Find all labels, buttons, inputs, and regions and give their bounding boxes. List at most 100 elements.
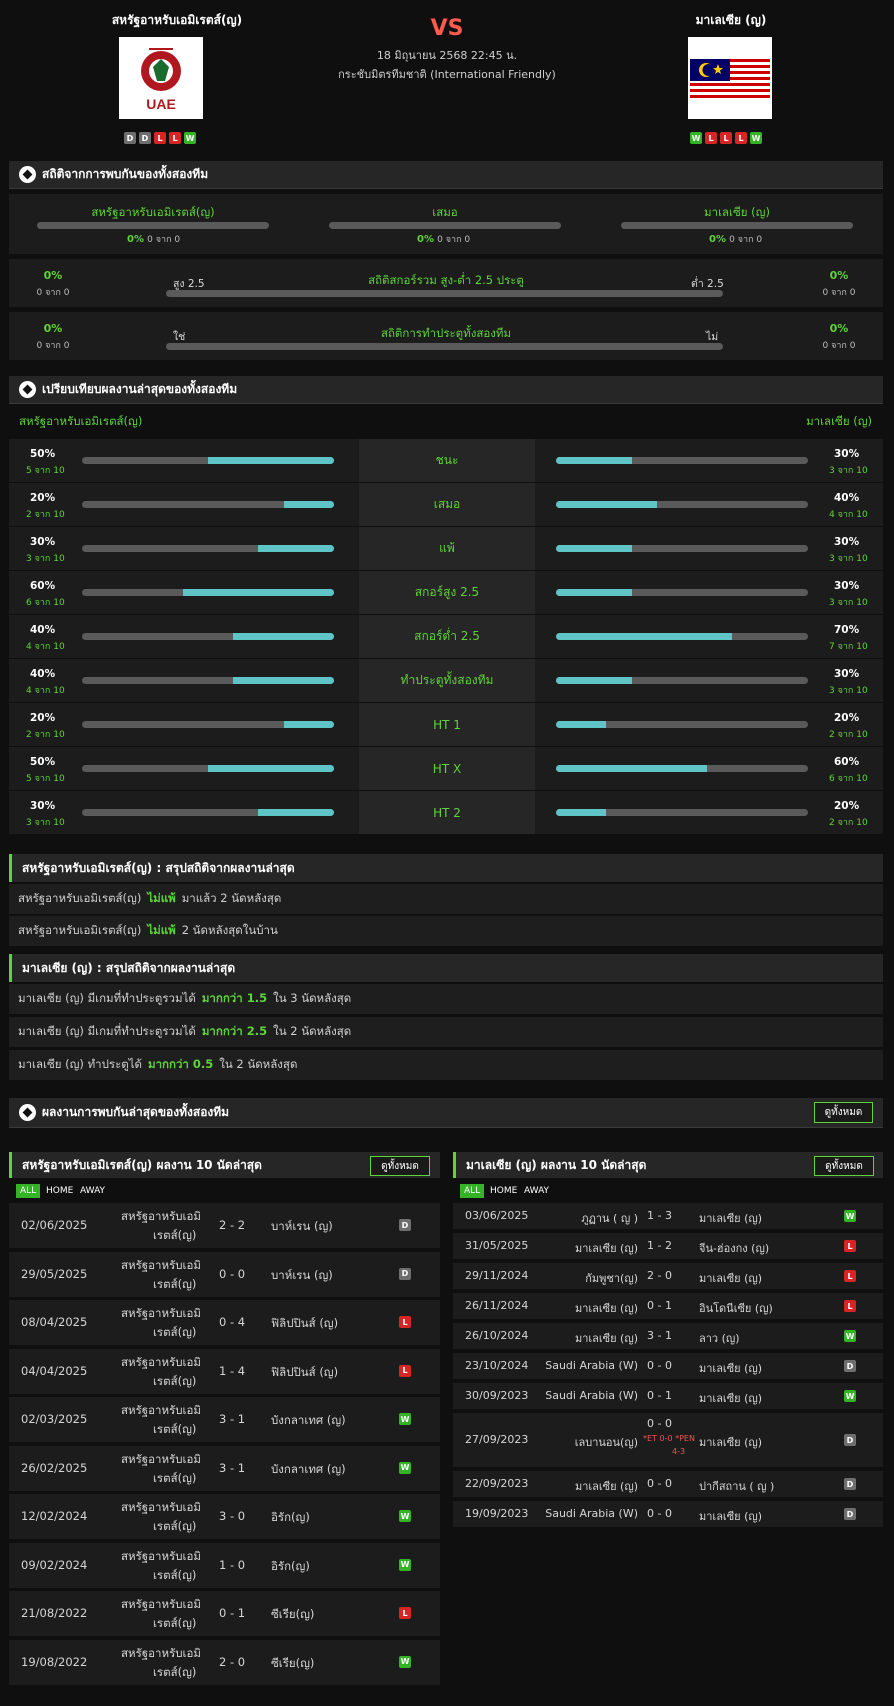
match-home-team: สหรัฐอาหรับเอมิ xyxy=(121,1403,201,1417)
compare-row: 60% 6 จาก 10 สกอร์สูง 2.5 30% 3 จาก 10 xyxy=(9,571,883,614)
compare-row: 20% 2 จาก 10 HT 1 20% 2 จาก 10 xyxy=(9,703,883,746)
match-home-team: Saudi Arabia (W) xyxy=(545,1507,638,1520)
compare-row: 50% 5 จาก 10 ชนะ 30% 3 จาก 10 xyxy=(9,439,883,482)
compare-home-pct: 20% xyxy=(30,712,56,724)
home-tab-all[interactable]: ALL xyxy=(16,1184,41,1198)
compare-row: 30% 3 จาก 10 แพ้ 30% 3 จาก 10 xyxy=(9,527,883,570)
home-match-row[interactable]: 02/06/2025 สหรัฐอาหรับเอมิ เรตส์(ญ) 2 - 2 บา… xyxy=(9,1203,440,1248)
match-date: 03/06/2025 xyxy=(465,1209,529,1222)
match-home-team-cont: เรตส์(ญ) xyxy=(153,1470,197,1485)
match-home-team: Saudi Arabia (W) xyxy=(545,1389,638,1402)
h2h-home-count: 0 จาก 0 xyxy=(147,235,181,245)
home-match-row[interactable]: 04/04/2025 สหรัฐอาหรับเอมิ เรตส์(ญ) 1 - 4 ฟิ… xyxy=(9,1348,440,1394)
h2h-home-bar xyxy=(37,222,269,229)
btts-title: สถิติการทำประตูทั้งสองทีม xyxy=(380,326,512,340)
compare-home-fill xyxy=(283,721,334,728)
match-home-team-cont: เรตส์(ญ) xyxy=(153,1616,197,1630)
compare-away-bar xyxy=(556,633,808,640)
away-tab-away[interactable]: AWAY xyxy=(524,1186,550,1196)
compare-home-pct: 30% xyxy=(30,800,56,812)
compare-away-bar xyxy=(556,589,808,596)
compare-home-fill xyxy=(182,589,334,596)
compare-label: HT X xyxy=(359,747,535,790)
away-match-row[interactable]: 26/10/2024 มาเลเซีย (ญ) 3 - 1 ลาว (ญ) W xyxy=(453,1323,883,1349)
match-note: 4-3 xyxy=(672,1447,686,1456)
away-last10-header: มาเลเซีย (ญ) ผลงาน 10 นัดล่าสุด xyxy=(453,1152,883,1178)
compare-away-fill xyxy=(556,545,632,552)
compare-away-fill xyxy=(556,589,632,596)
compare-away-pct: 40% xyxy=(834,492,860,504)
result-badge: D xyxy=(844,1434,856,1446)
home-match-row[interactable]: 26/02/2025 สหรัฐอาหรับเอมิ เรตส์(ญ) 3 - 1 บั… xyxy=(9,1445,440,1491)
away_summary-text-c: ใน 2 นัดหลังสุด xyxy=(219,1057,298,1071)
away-match-row[interactable]: 27/09/2023 เลบานอน(ญ) 0 - 0 *ET 0-0 *PEN 4-3… xyxy=(453,1413,883,1467)
compare-home-bar xyxy=(82,589,334,596)
compare-home-pct: 40% xyxy=(30,624,56,636)
match-away-team: มาเลเซีย (ญ) xyxy=(699,1212,763,1225)
away-tab-home[interactable]: HOME xyxy=(490,1186,518,1196)
away-match-row[interactable]: 19/09/2023 Saudi Arabia (W) 0 - 0 มาเลเซีย … xyxy=(453,1501,883,1527)
home-tab-away[interactable]: AWAY xyxy=(80,1186,106,1196)
ou-left-count: 0 จาก 0 xyxy=(36,288,70,298)
away-match-row[interactable]: 26/11/2024 มาเลเซีย (ญ) 0 - 1 อินโดนีเซีย (… xyxy=(453,1293,883,1319)
home_summary-text-c: มาแล้ว 2 นัดหลังสุด xyxy=(181,891,282,905)
compare-home-fill xyxy=(258,809,334,816)
match-opponent: บังกลาเทศ (ญ) xyxy=(271,1461,346,1476)
match-date: 27/09/2023 xyxy=(465,1433,529,1446)
result-badge: L xyxy=(844,1300,856,1312)
home-tab-home[interactable]: HOME xyxy=(46,1186,74,1196)
compare-away-count: 3 จาก 10 xyxy=(829,686,868,696)
compare-home-bar xyxy=(82,721,334,728)
away-last10-view-all-button[interactable]: ดูทั้งหมด xyxy=(814,1156,874,1176)
compare-home-count: 5 จาก 10 xyxy=(26,466,65,476)
h2h-view-all-button[interactable]: ดูทั้งหมด xyxy=(814,1102,873,1123)
away-summary-title: มาเลเซีย (ญ) : สรุปสถิติจากผลงานล่าสุด xyxy=(22,960,236,975)
h2h-away-pct: 0% xyxy=(709,234,726,245)
match-home-team-cont: เรตส์(ญ) xyxy=(153,1373,197,1388)
away-match-row[interactable]: 22/09/2023 มาเลเซีย (ญ) 0 - 0 ปากีสถาน ( ญ … xyxy=(453,1471,883,1497)
home-match-row[interactable]: 21/08/2022 สหรัฐอาหรับเอมิ เรตส์(ญ) 0 - 1 ซี… xyxy=(9,1591,440,1636)
home-logo-text: UAE xyxy=(146,96,176,112)
ou-title: สถิติสกอร์รวม สูง-ต่ำ 2.5 ประตู xyxy=(368,273,524,287)
compare-away-bar xyxy=(556,501,808,508)
compare-home-count: 3 จาก 10 xyxy=(26,818,65,828)
away-tab-all[interactable]: ALL xyxy=(460,1184,485,1198)
match-score: 2 - 2 xyxy=(219,1218,246,1232)
result-badge: L xyxy=(399,1364,411,1377)
home-team-name: สหรัฐอาหรับเอมิเรตส์(ญ) xyxy=(111,13,243,27)
away-match-row[interactable]: 03/06/2025 ภูฏาน ( ญ ) 1 - 3 มาเลเซีย (ญ) W xyxy=(453,1203,883,1229)
away_summary-row: มาเลเซีย (ญ) มีเกมที่ทำประตูรวมได้ มากกว่… xyxy=(9,1017,883,1047)
compare-home-count: 2 จาก 10 xyxy=(26,730,65,740)
home-match-row[interactable]: 19/08/2022 สหรัฐอาหรับเอมิ เรตส์(ญ) 2 - 0 ซี… xyxy=(9,1639,440,1685)
compare-label: เสมอ xyxy=(359,483,535,526)
away_summary-highlight: มากกว่า 2.5 xyxy=(201,1024,268,1038)
match-home-team: สหรัฐอาหรับเอมิ xyxy=(121,1597,201,1611)
compare-away-bar xyxy=(556,545,808,552)
match-home-team: มาเลเซีย (ญ) xyxy=(574,1332,638,1345)
match-score: 0 - 0 xyxy=(647,1477,672,1490)
ou-right-pct: 0% xyxy=(829,269,849,282)
home-last10-view-all-button[interactable]: ดูทั้งหมด xyxy=(370,1156,430,1176)
compare-away-pct: 20% xyxy=(834,712,860,724)
home-match-row[interactable]: 09/02/2024 สหรัฐอาหรับเอมิ เรตส์(ญ) 1 - 0 อิ… xyxy=(9,1542,440,1588)
match-home-team: สหรัฐอาหรับเอมิ xyxy=(121,1209,201,1223)
away-match-row[interactable]: 29/11/2024 กัมพูชา(ญ) 2 - 0 มาเลเซีย (ญ) L xyxy=(453,1263,883,1289)
match-opponent: บาห์เรน (ญ) xyxy=(271,1267,333,1282)
home_summary-highlight: ไม่แพ้ xyxy=(147,923,176,937)
home-match-row[interactable]: 29/05/2025 สหรัฐอาหรับเอมิ เรตส์(ญ) 0 - 0 บา… xyxy=(9,1251,440,1297)
home-match-row[interactable]: 12/02/2024 สหรัฐอาหรับเอมิ เรตส์(ญ) 3 - 0 อิ… xyxy=(9,1494,440,1539)
home-match-row[interactable]: 02/03/2025 สหรัฐอาหรับเอมิ เรตส์(ญ) 3 - 1 บั… xyxy=(9,1397,440,1442)
over-under-panel: 0% 0 จาก 0 สูง 2.5 สถิติสกอร์รวม สูง-ต่ำ… xyxy=(9,259,883,307)
match-date: 29/05/2025 xyxy=(21,1266,88,1281)
home-match-row[interactable]: 08/04/2025 สหรัฐอาหรับเอมิ เรตส์(ญ) 0 - 4 ฟิ… xyxy=(9,1300,440,1345)
away-match-row[interactable]: 30/09/2023 Saudi Arabia (W) 0 - 1 มาเลเซีย … xyxy=(453,1383,883,1409)
h2h-home-pct: 0% xyxy=(127,234,144,245)
match-home-team: เลบานอน(ญ) xyxy=(574,1436,638,1449)
compare-away-count: 6 จาก 10 xyxy=(829,774,868,784)
match-opponent: ซีเรีย(ญ) xyxy=(271,1607,315,1621)
away-match-row[interactable]: 31/05/2025 มาเลเซีย (ญ) 1 - 2 จีน-ฮ่องกง (ญ… xyxy=(453,1233,883,1259)
compare-away-count: 4 จาก 10 xyxy=(829,510,868,520)
away-match-row[interactable]: 23/10/2024 Saudi Arabia (W) 0 - 0 มาเลเซีย … xyxy=(453,1353,883,1379)
compare-home-label: สหรัฐอาหรับเอมิเรตส์(ญ) xyxy=(19,414,143,428)
